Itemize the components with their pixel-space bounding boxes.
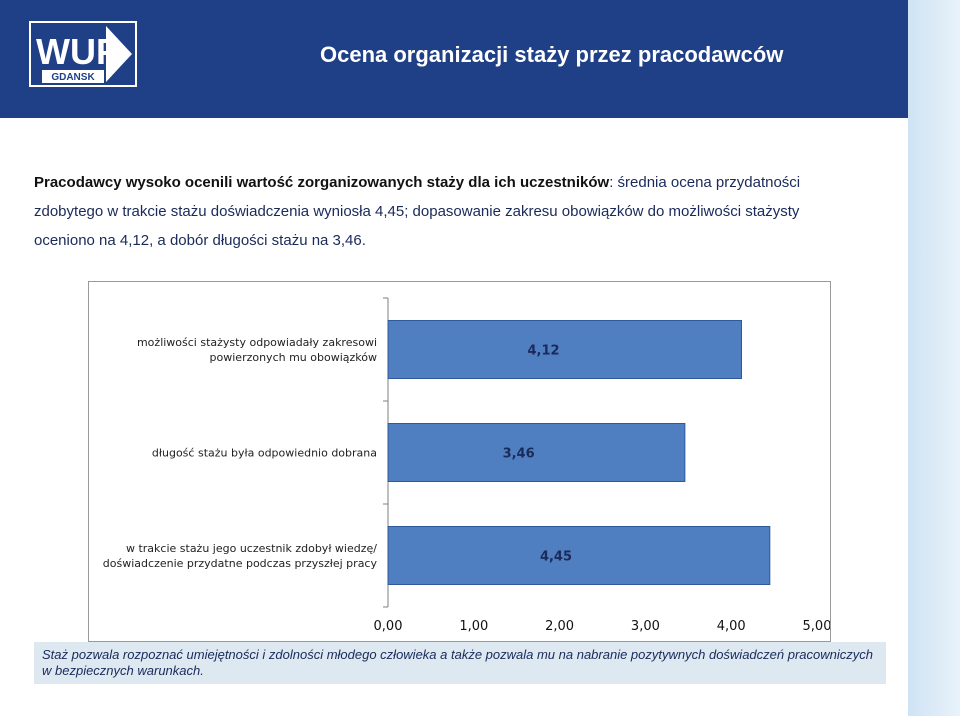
logo-subtext: GDANSK xyxy=(51,72,95,83)
wup-gdansk-logo: WUP GDANSK xyxy=(29,21,137,87)
category-label-2-0: w trakcie stażu jego uczestnik zdobył wi… xyxy=(126,542,377,555)
bar-2 xyxy=(387,526,771,585)
x-tick-label-1: 1,00 xyxy=(459,619,488,634)
header-bar: WUP GDANSK Ocena organizacji staży przez… xyxy=(0,0,908,118)
footer-note: Staż pozwala rozpoznać umiejętności i zd… xyxy=(34,642,886,684)
category-label-0-0: możliwości stażysty odpowiadały zakresow… xyxy=(137,336,377,349)
bar-chart-svg: 4,12 możliwości stażysty odpowiadały zakr… xyxy=(103,297,830,634)
category-label-0-1: powierzonych mu obowiązków xyxy=(210,351,377,364)
data-label-2: 4,45 xyxy=(540,550,572,565)
bar-chart: 4,12 możliwości stażysty odpowiadały zakr… xyxy=(88,281,831,642)
data-label-1: 3,46 xyxy=(503,447,535,462)
x-tick-label-2: 2,00 xyxy=(545,619,574,634)
logo-text: WUP xyxy=(36,31,120,72)
summary-paragraph: Pracodawcy wysoko ocenili wartość zorgan… xyxy=(34,168,854,255)
x-tick-label-5: 5,00 xyxy=(803,619,830,634)
x-tick-label-4: 4,00 xyxy=(717,619,746,634)
x-tick-label-0: 0,00 xyxy=(374,619,403,634)
summary-bold: Pracodawcy wysoko ocenili wartość zorgan… xyxy=(34,174,610,191)
decorative-side-band xyxy=(908,0,960,716)
x-tick-label-3: 3,00 xyxy=(631,619,660,634)
summary-rest: : średnia ocena przydatności zdobytego w… xyxy=(34,174,801,249)
page-title: Ocena organizacji staży przez pracodawcó… xyxy=(320,42,784,67)
category-label-2-1: doświadczenie przydatne podczas przyszłe… xyxy=(103,557,378,570)
data-label-0: 4,12 xyxy=(527,344,559,359)
category-label-1-0: długość stażu była odpowiednio dobrana xyxy=(152,447,377,460)
bar-1 xyxy=(387,423,686,482)
bar-0 xyxy=(387,320,742,379)
